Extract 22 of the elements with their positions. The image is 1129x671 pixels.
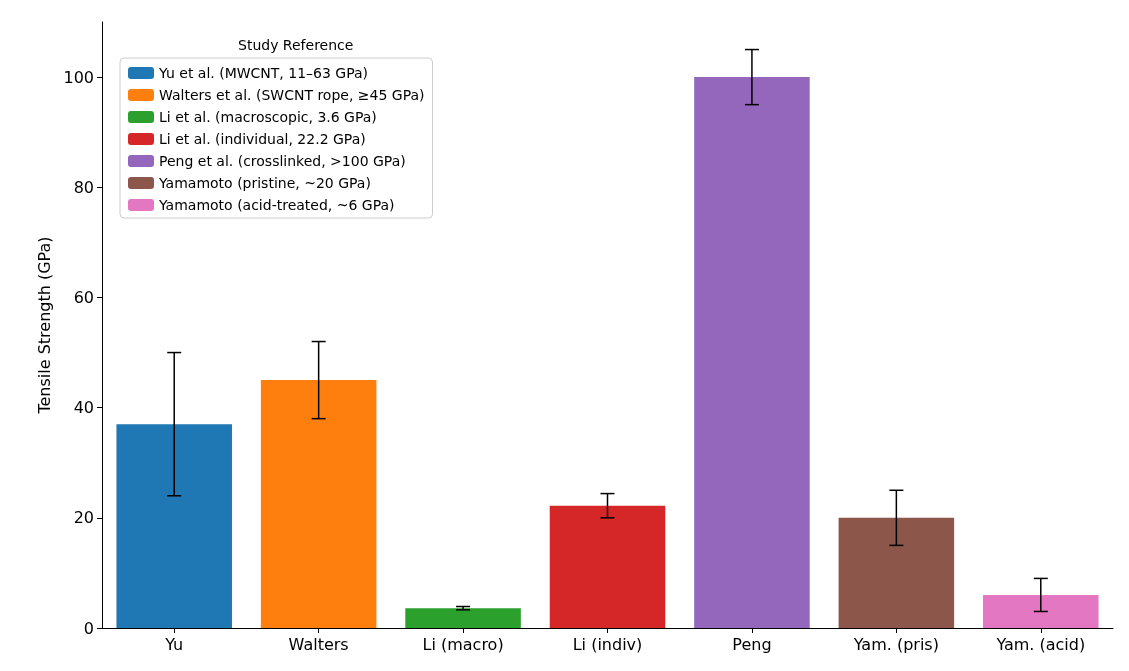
x-tick-label: Walters xyxy=(288,634,349,654)
y-tick-label: 80 xyxy=(73,177,94,197)
legend-label: Li et al. (individual, 22.2 GPa) xyxy=(159,131,366,147)
x-tick-label: Li (macro) xyxy=(422,634,504,654)
y-tick-label: 60 xyxy=(73,287,94,307)
y-axis-title: Tensile Strength (GPa) xyxy=(34,236,54,415)
y-tick-label: 40 xyxy=(73,398,94,418)
y-tick-label: 100 xyxy=(63,67,94,87)
x-tick-label: Yam. (pris) xyxy=(852,634,939,654)
legend-label: Yamamoto (acid-treated, ~6 GPa) xyxy=(158,197,395,213)
x-tick-label: Peng xyxy=(732,634,772,654)
y-tick-label: 0 xyxy=(83,618,94,638)
legend-label: Walters et al. (SWCNT rope, ≥45 GPa) xyxy=(159,87,425,103)
legend-label: Yu et al. (MWCNT, 11–63 GPa) xyxy=(158,65,369,81)
x-tick-label: Yam. (acid) xyxy=(995,634,1086,654)
x-tick-label: Yu xyxy=(164,634,184,654)
legend-title: Study Reference xyxy=(238,37,354,53)
x-tick-label: Li (indiv) xyxy=(572,634,643,654)
y-tick-label: 20 xyxy=(73,508,94,528)
legend-label: Li et al. (macroscopic, 3.6 GPa) xyxy=(159,109,377,125)
legend-label: Yamamoto (pristine, ~20 GPa) xyxy=(158,175,371,191)
legend-label: Peng et al. (crosslinked, >100 GPa) xyxy=(159,153,406,169)
